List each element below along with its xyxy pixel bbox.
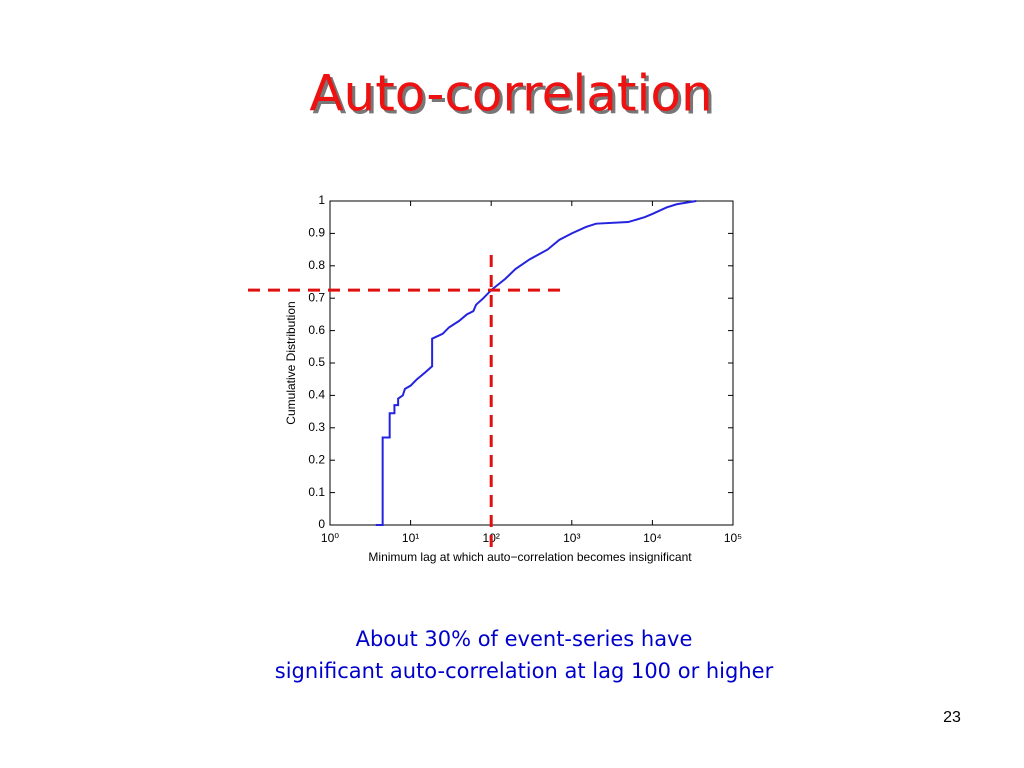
y-tick-label: 0 (318, 517, 325, 531)
cdf-line (375, 200, 697, 526)
y-tick-label: 0.5 (308, 355, 325, 369)
y-tick-label: 0.4 (308, 388, 325, 402)
page-number: 23 (943, 709, 961, 726)
plot-box (329, 200, 734, 526)
caption-line: significant auto-correlation at lag 100 … (275, 659, 774, 683)
slide-title: Auto-correlation (309, 65, 712, 123)
x-tick-label: 10⁵ (724, 531, 742, 545)
title-shadow: Auto-correlation (312, 68, 715, 126)
y-tick-label: 1 (318, 193, 325, 207)
y-tick-label: 0.3 (308, 420, 325, 434)
y-tick-label: 0.2 (308, 452, 325, 466)
y-tick-label: 0.7 (308, 290, 325, 304)
y-tick-label: 0.9 (308, 226, 325, 240)
y-tick-label: 0.8 (308, 258, 325, 272)
y-tick-label: 0.6 (308, 323, 325, 337)
x-tick-label: 10³ (563, 531, 580, 545)
y-axis-label: Cumulative Distribution (284, 301, 298, 424)
caption-line: About 30% of event-series have (356, 627, 693, 651)
y-tick-label: 0.1 (308, 485, 325, 499)
x-tick-label: 10¹ (402, 531, 419, 545)
x-tick-label: 10⁰ (321, 531, 339, 545)
x-tick-label: 10⁴ (643, 531, 662, 545)
x-axis-label: Minimum lag at which auto−correlation be… (368, 550, 692, 564)
